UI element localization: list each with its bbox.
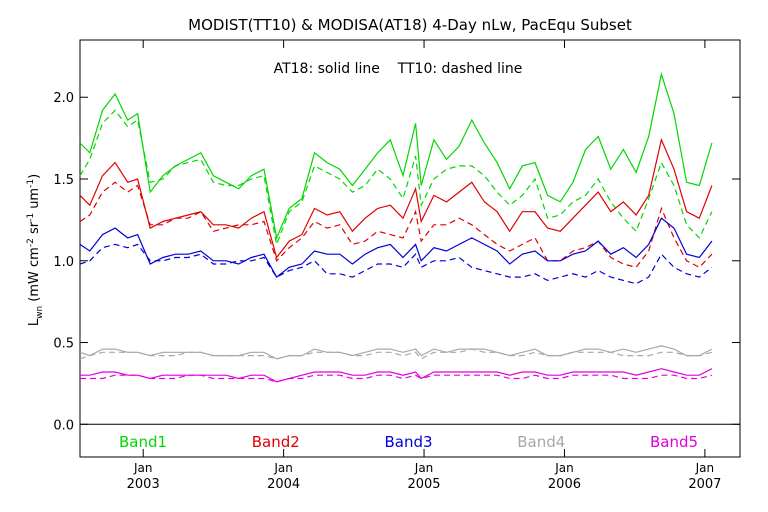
legend-band5: Band5 <box>650 433 698 451</box>
x-tick-label-month: Jan <box>554 461 574 475</box>
plot-frame <box>79 39 741 458</box>
series-band4-at18 <box>79 345 713 360</box>
y-tick-label: 0.0 <box>53 418 74 433</box>
series-band1-tt10 <box>79 109 713 247</box>
series-layer <box>79 71 713 383</box>
x-tick-label-year: 2007 <box>688 477 721 492</box>
chart-annotation: AT18: solid line TT10: dashed line <box>274 61 523 77</box>
legend-band2: Band2 <box>252 433 300 451</box>
x-tick-label-month: Jan <box>414 461 434 475</box>
x-tick-label-month: Jan <box>695 461 715 475</box>
y-tick-label: 2.0 <box>53 91 74 106</box>
series-band1-at18 <box>79 71 713 240</box>
series-band3-at18 <box>79 217 713 279</box>
y-tick-label: 1.0 <box>53 255 74 270</box>
series-band5-tt10 <box>80 374 713 383</box>
legend-band4: Band4 <box>517 433 565 451</box>
series-band2-at18 <box>79 137 713 259</box>
series-band3-tt10 <box>79 243 713 285</box>
legend-band1: Band1 <box>119 433 167 451</box>
x-tick-label-year: 2003 <box>127 477 160 492</box>
x-tick-label-month: Jan <box>273 461 293 475</box>
legend-band3: Band3 <box>384 433 432 451</box>
x-tick-label-year: 2006 <box>548 477 581 492</box>
series-band4-tt10 <box>79 348 713 360</box>
y-axis-label: Lwn (mW cm-2 sr-1 um-1) <box>26 174 45 326</box>
x-tick-label-year: 2005 <box>407 477 440 492</box>
legend: Band1 Band2 Band3 Band4 Band5 <box>119 433 698 451</box>
x-tick-label-month: Jan <box>133 461 153 475</box>
x-axis: Jan 2003 Jan 2004 Jan 2005 Jan 2006 Jan 2007 <box>127 40 721 492</box>
y-axis: 0.0 0.5 1.0 1.5 2.0 <box>53 91 740 433</box>
y-tick-label: 0.5 <box>53 337 74 352</box>
chart-title: MODIST(TT10) & MODISA(AT18) 4-Day nLw, P… <box>188 16 632 34</box>
series-band5-at18 <box>80 368 713 383</box>
series-band2-tt10 <box>79 181 713 269</box>
x-tick-label-year: 2004 <box>267 477 300 492</box>
y-tick-label: 1.5 <box>53 173 74 188</box>
